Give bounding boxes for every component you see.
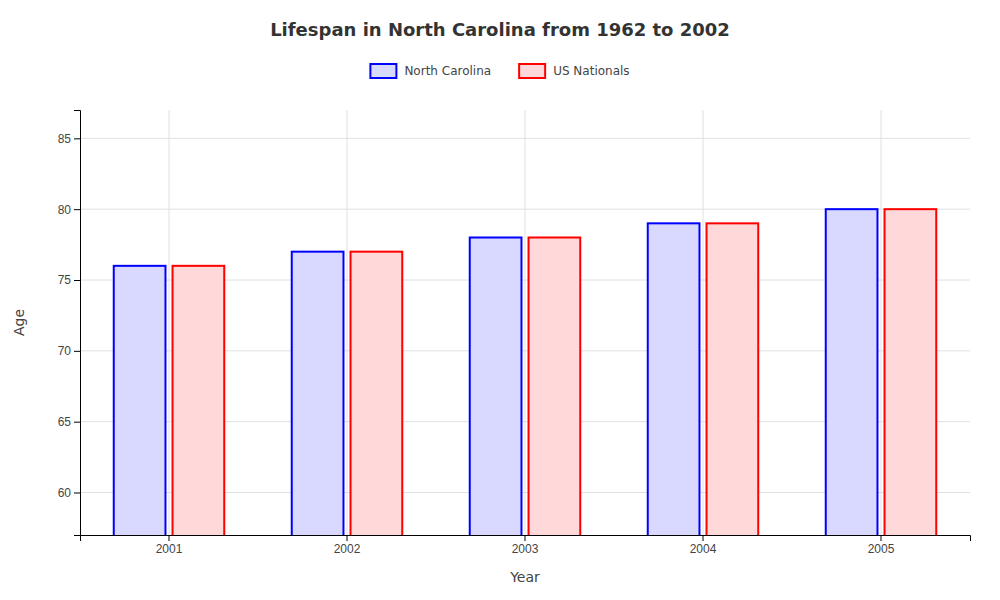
plot-area: 2001 2002 2003 2004 2005 60 65 70 75 80 85 [58, 110, 971, 600]
tick: 70 [58, 344, 80, 358]
grid-line [525, 110, 526, 535]
bar [648, 223, 700, 535]
tick-label: 2003 [512, 542, 539, 556]
legend-swatch [370, 64, 396, 78]
grid-line [347, 110, 348, 535]
legend-label: US Nationals [553, 64, 629, 78]
tick-label: 2004 [690, 542, 717, 556]
tick-label: 85 [58, 132, 72, 146]
tick-mark [74, 280, 80, 281]
tick-mark [74, 422, 80, 423]
tick: 65 [58, 415, 80, 429]
legend-item: US Nationals [519, 64, 629, 78]
tick-mark [74, 138, 80, 139]
bars [114, 209, 936, 535]
x-axis-title: Year [509, 569, 540, 585]
tick-mark [881, 535, 882, 541]
bar [885, 209, 937, 535]
tick-label: 80 [58, 203, 72, 217]
tick: 80 [58, 203, 80, 217]
tick-mark [74, 351, 80, 352]
y-axis: 60 65 70 75 80 85 [58, 111, 81, 536]
tick: 85 [58, 132, 80, 146]
tick-mark [703, 535, 704, 541]
bar [292, 252, 344, 535]
tick-label: 2005 [868, 542, 895, 556]
tick-mark [525, 535, 526, 541]
chart: 2001 2002 2003 2004 2005 60 65 70 75 80 85 Year Age L… [0, 0, 1000, 600]
tick: 2004 [690, 535, 717, 556]
tick-label: 70 [58, 344, 72, 358]
legend-swatch [519, 64, 545, 78]
bar [529, 238, 581, 536]
axis-line [81, 536, 971, 542]
x-axis: 2001 2002 2003 2004 2005 [81, 535, 971, 556]
tick: 2001 [156, 535, 183, 556]
tick-label: 75 [58, 273, 72, 287]
title: Lifespan in North Carolina from 1962 to … [270, 19, 730, 40]
bar [114, 266, 166, 535]
grid-line [703, 110, 704, 535]
tick-mark [74, 493, 80, 494]
bar [707, 223, 759, 535]
tick: 2003 [512, 535, 539, 556]
legend-item: North Carolina [370, 64, 491, 78]
grid-line [881, 110, 882, 535]
tick: 2002 [334, 535, 361, 556]
legend-label: North Carolina [404, 64, 491, 78]
tick-label: 2002 [334, 542, 361, 556]
tick: 75 [58, 273, 80, 287]
tick: 60 [58, 486, 80, 500]
tick: 2005 [868, 535, 895, 556]
bar [173, 266, 225, 535]
axis-line [74, 111, 81, 536]
bar-series [114, 209, 878, 535]
bar-series [173, 209, 937, 535]
y-axis-title: Age [11, 309, 27, 336]
bar [470, 238, 522, 536]
tick-label: 2001 [156, 542, 183, 556]
tick-mark [169, 535, 170, 541]
tick-label: 65 [58, 415, 72, 429]
bar [826, 209, 878, 535]
bar [351, 252, 403, 535]
legend: North Carolina US Nationals [370, 64, 629, 78]
tick-mark [347, 535, 348, 541]
tick-label: 60 [58, 486, 72, 500]
grid-line [169, 110, 170, 535]
tick-mark [74, 209, 80, 210]
